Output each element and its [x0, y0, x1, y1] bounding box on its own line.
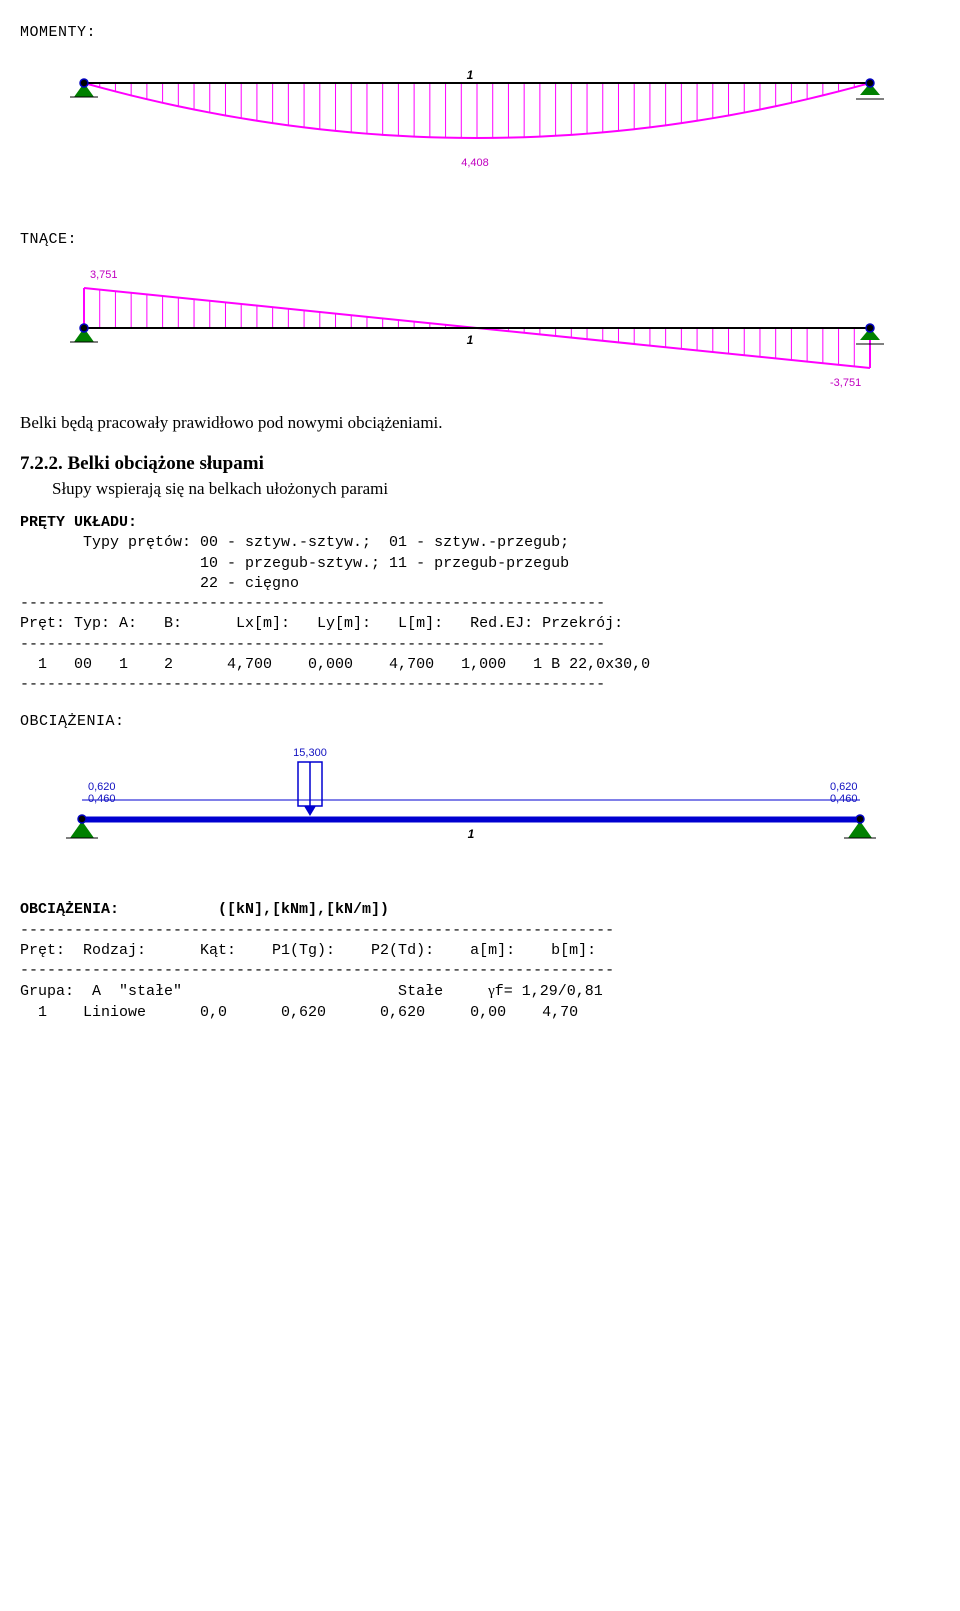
prety-header: Pręt: Typ: A: B: Lx[m]: Ly[m]: L[m]: Red… [20, 615, 623, 632]
prety-dash1: ----------------------------------------… [20, 595, 605, 612]
svg-text:0,460: 0,460 [88, 793, 116, 805]
moment-heading: MOMENTY: [20, 24, 940, 41]
prety-line2: 10 - przegub-sztyw.; 11 - przegub-przegu… [20, 555, 569, 572]
load-diagram: 15,3000,6200,4600,6200,4601 [20, 740, 920, 890]
obc-dash2: ----------------------------------------… [20, 962, 614, 979]
shear-diagram: 3,751 -3,751 1 [20, 258, 920, 403]
svg-text:1: 1 [467, 68, 474, 82]
obc-dash1: ----------------------------------------… [20, 922, 614, 939]
subheading-722: Słupy wspierają się na belkach ułożonych… [52, 479, 940, 499]
load-diagram-svg: 15,3000,6200,4600,6200,4601 [20, 740, 920, 890]
moment-diagram-svg: 1 4,408 [20, 51, 920, 221]
prety-dash3: ----------------------------------------… [20, 676, 605, 693]
obc-header: Pręt: Rodzaj: Kąt: P1(Tg): P2(Td): a[m]:… [20, 942, 596, 959]
prety-block: PRĘTY UKŁADU: Typy prętów: 00 - sztyw.-s… [20, 513, 940, 695]
svg-text:15,300: 15,300 [293, 747, 327, 759]
prety-row: 1 00 1 2 4,700 0,000 4,700 1,000 1 B 22,… [20, 656, 650, 673]
shear-diagram-svg: 3,751 -3,751 1 [20, 258, 920, 403]
svg-text:4,408: 4,408 [461, 157, 489, 169]
svg-text:0,620: 0,620 [830, 781, 858, 793]
svg-text:1: 1 [468, 827, 475, 841]
prety-dash2: ----------------------------------------… [20, 636, 605, 653]
heading-722: 7.2.2. Belki obciążone słupami [20, 453, 940, 475]
prety-title: PRĘTY UKŁADU: [20, 514, 137, 531]
obc-table: OBCIĄŻENIA: ([kN],[kNm],[kN/m]) --------… [20, 900, 940, 1023]
moment-diagram: 1 4,408 [20, 51, 920, 221]
svg-text:-3,751: -3,751 [830, 377, 861, 389]
obc-row: 1 Liniowe 0,0 0,620 0,620 0,00 4,70 [20, 1004, 578, 1021]
body-text-1: Belki będą pracowały prawidłowo pod nowy… [20, 413, 940, 433]
prety-line1: Typy prętów: 00 - sztyw.-sztyw.; 01 - sz… [20, 534, 569, 551]
svg-text:0,460: 0,460 [830, 793, 858, 805]
obc-title: OBCIĄŻENIA: ([kN],[kNm],[kN/m]) [20, 901, 389, 918]
svg-text:3,751: 3,751 [90, 269, 118, 281]
loads-heading: OBCIĄŻENIA: [20, 713, 940, 730]
svg-text:0,620: 0,620 [88, 781, 116, 793]
svg-text:1: 1 [467, 333, 474, 347]
prety-line3: 22 - cięgno [20, 575, 299, 592]
obc-group: Grupa: A "stałe" Stałe γf= 1,29/0,81 [20, 983, 603, 1000]
shear-heading: TNĄCE: [20, 231, 940, 248]
